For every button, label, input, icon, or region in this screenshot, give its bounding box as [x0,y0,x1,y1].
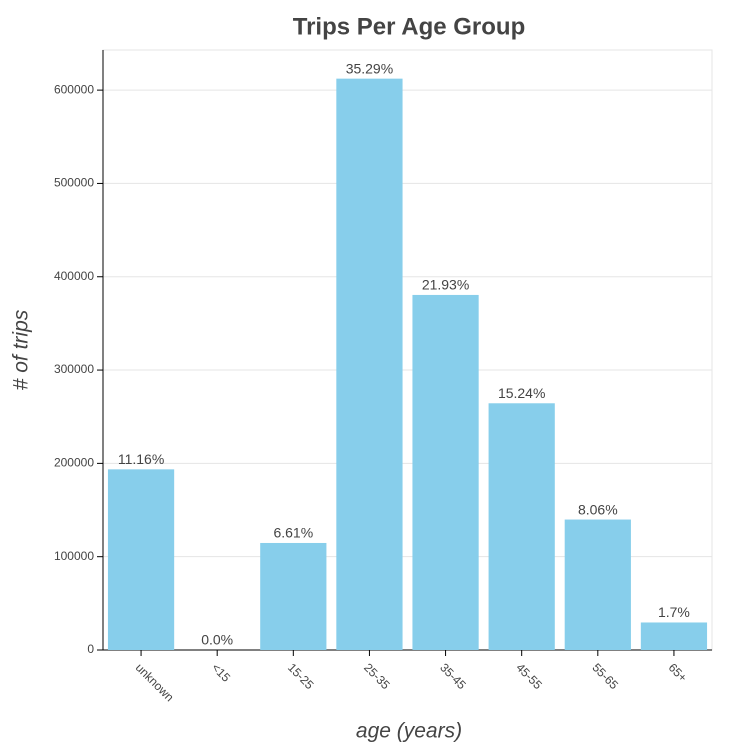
value-label: 15.24% [498,385,545,401]
bar [336,78,403,650]
bar [488,403,555,650]
y-tick-label: 200000 [54,456,94,470]
x-tick-label: 35-45 [437,660,469,692]
value-label: 21.93% [422,277,469,293]
value-label: 1.7% [658,604,690,620]
bar [260,542,327,650]
y-tick-label: 0 [87,642,94,656]
x-tick-label: 15-25 [285,660,317,692]
bar [107,469,175,650]
x-tick-label: 25-35 [361,660,393,692]
value-label: 11.16% [118,451,164,467]
y-tick-label: 500000 [54,176,94,190]
value-label: 8.06% [578,501,618,517]
value-label: 35.29% [346,60,393,76]
y-tick-label: 600000 [54,82,94,96]
bar [564,519,631,650]
x-tick-label: <15 [209,660,234,685]
value-label: 6.61% [273,525,313,541]
x-tick-label: 55-65 [589,660,621,692]
bar [640,622,708,650]
x-tick-label: 45-55 [513,660,545,692]
value-label: 0.0% [201,632,233,648]
x-tick-label: unknown [133,660,177,704]
x-tick-label: 65+ [666,660,690,684]
y-tick-label: 300000 [54,362,94,376]
chart-title: Trips Per Age Group [293,13,526,40]
y-tick-label: 400000 [54,269,94,283]
bar [412,294,479,650]
y-tick-label: 100000 [54,549,94,563]
y-axis-title: # of trips [10,309,33,390]
x-axis-title: age (years) [356,720,462,743]
